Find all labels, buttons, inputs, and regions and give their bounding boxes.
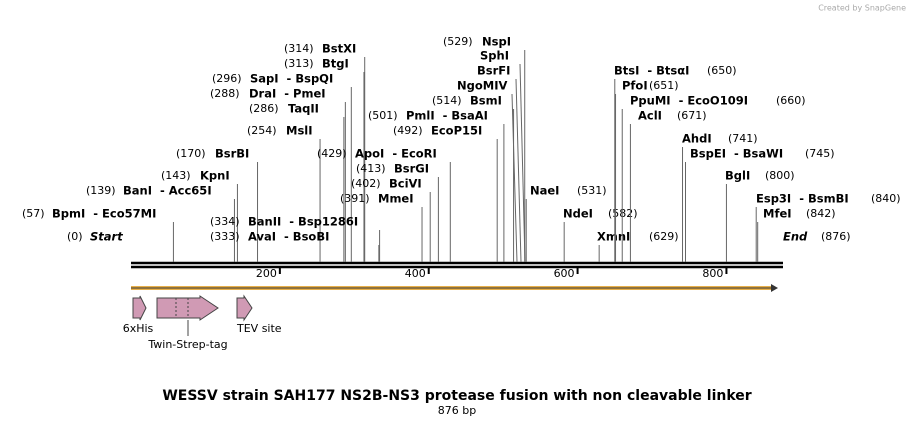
enzyme-name: BpmI - Eco57MI [52,207,156,221]
cut-line [511,93,518,263]
enzyme-site: (413) [356,162,386,175]
title: WESSV strain SAH177 NS2B-NS3 protease fu… [162,388,751,404]
enzyme-site: (139) [86,184,116,197]
enzyme-site: (57) [22,207,45,220]
enzyme-name: BstXI [322,42,356,56]
enzyme-name: AhdI [682,132,712,146]
enzyme-name: NdeI [563,207,593,221]
feature-label: TEV site [236,322,282,335]
enzyme-site: (296) [212,72,242,85]
enzyme-name: NgoMIV [457,79,507,93]
feature-label: 6xHis [123,322,154,335]
enzyme-name: Esp3I - BsmBI [756,192,849,206]
enzyme-site: (492) [393,124,423,137]
enzyme-name: KpnI [200,169,230,183]
enzyme-name: PfoI [622,79,648,93]
enzyme-site: (501) [368,109,398,122]
enzyme-name: NspI [482,35,511,49]
enzyme-site: (402) [351,177,381,190]
enzyme-site: (671) [677,109,707,122]
enzyme-name: BtgI [322,57,349,71]
enzyme-site: (391) [340,192,370,205]
enzyme-site: (314) [284,42,314,55]
enzyme-site: (170) [176,147,206,160]
enzyme-name: TaqII [288,102,319,116]
enzyme-name: BtsI - BtsαI [614,64,689,78]
enzyme-name: AvaI - BsoBI [248,230,329,244]
feature-arrow [236,294,253,322]
enzyme-site: (429) [317,147,347,160]
enzyme-name: SphI [480,49,509,63]
enzyme-site: (313) [284,57,314,70]
enzyme-name: SapI - BspQI [250,72,333,86]
ruler-tick-label: 600 [554,267,575,280]
enzyme-site: (143) [161,169,191,182]
enzyme-name: PmlI - BsaAI [406,109,488,123]
feature-arrow [132,295,147,321]
enzyme-site: (660) [776,94,806,107]
enzyme-name: DraI - PmeI [249,87,326,101]
enzyme-site: (254) [247,124,277,137]
enzyme-name: AclI [638,109,662,123]
enzyme-name: ApoI - EcoRI [355,147,437,161]
enzyme-site: (286) [249,102,279,115]
enzyme-name: BsrBI [215,147,249,161]
ruler-tick-label: 800 [702,267,723,280]
enzyme-site: (842) [806,207,836,220]
enzyme-name: BciVI [389,177,422,191]
enzyme-name: BspEI - BsaWI [690,147,783,161]
enzyme-site: (629) [649,230,679,243]
enzyme-name: BanII - Bsp1286I [248,215,358,229]
cut-line [519,63,526,263]
enzyme-site: (651) [649,79,679,92]
enzyme-site: (582) [608,207,638,220]
enzyme-site: (514) [432,94,462,107]
ruler-tick-label: 400 [405,267,426,280]
enzyme-site: (840) [871,192,901,205]
enzyme-name: BsrGI [394,162,429,176]
enzyme-site: (741) [728,132,758,145]
enzyme-name: EcoP15I [431,124,482,138]
enzyme-site: (745) [805,147,835,160]
enzyme-name: PpuMI - EcoO109I [630,94,748,108]
enzyme-site: (288) [210,87,240,100]
enzyme-site: (529) [443,35,473,48]
enzyme-site: (0) [67,230,83,243]
enzyme-site: (333) [210,230,240,243]
enzyme-name: XmnI [597,230,630,244]
credit: Created by SnapGene [818,4,906,13]
enzyme-site: (876) [821,230,851,243]
sequence-arrow [771,284,778,292]
enzyme-name: BsrFI [477,64,510,78]
enzyme-name: MfeI [763,207,792,221]
enzyme-name: BglI [725,169,750,183]
enzyme-name: MmeI [378,192,414,206]
enzyme-site: (531) [577,184,607,197]
enzyme-name: NaeI [530,184,559,198]
enzyme-site: (800) [765,169,795,182]
enzyme-name: BanI - Acc65I [123,184,212,198]
enzyme-name: Start [90,230,123,244]
cut-line [515,78,522,263]
enzyme-site: (650) [707,64,737,77]
feature-label: Twin-Strep-tag [147,338,227,351]
enzyme-name: MslI [286,124,313,138]
enzyme-name: End [783,230,808,244]
enzyme-site: (334) [210,215,240,228]
subtitle: 876 bp [438,404,476,417]
ruler-tick-label: 200 [256,267,277,280]
enzyme-name: BsmI [470,94,502,108]
